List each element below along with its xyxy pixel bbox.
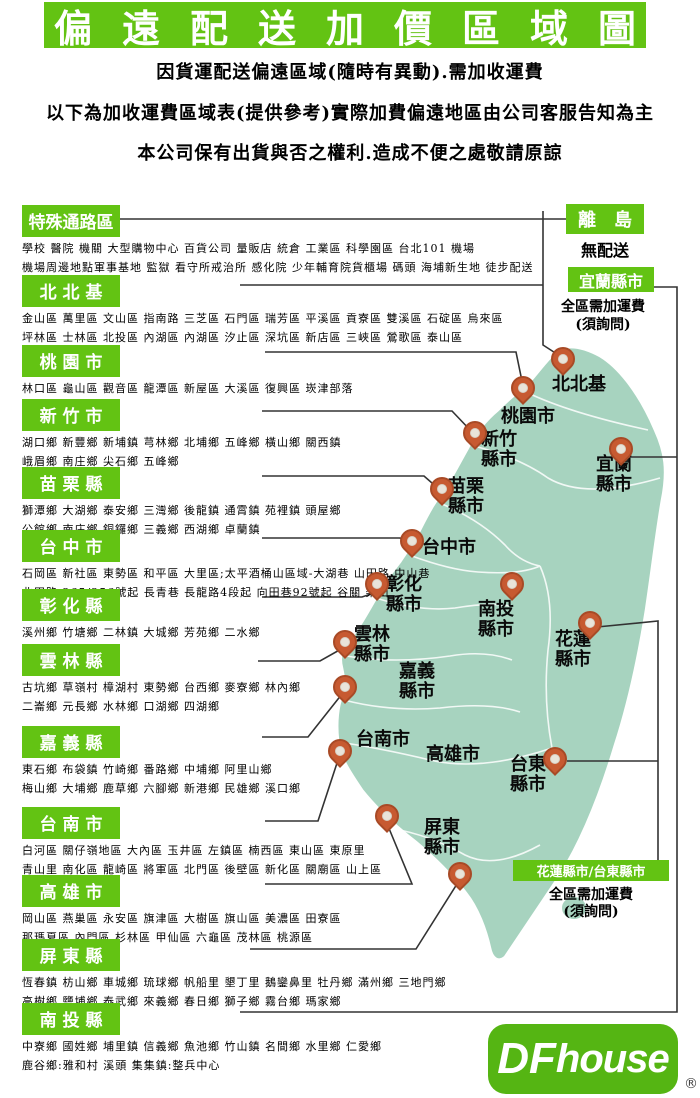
region-list-line: 石岡區 新社區 東勢區 和平區 大里區;太平酒桶山區域-大湖巷 山田路 中山巷 — [22, 567, 431, 580]
region-list-line: 二崙鄉 元長鄉 水林鄉 口湖鄉 四湖鄉 — [22, 700, 220, 713]
region-section: 屏 東 縣 恆春鎮 枋山鄉 車城鄉 琉球鄉 帆船里 墾丁里 鵝鑾鼻里 牡丹鄉 滿… — [22, 939, 682, 1011]
region-list-line: 林口區 龜山區 觀音區 龍潭區 新屋區 大溪區 復興區 崁津部落 — [22, 382, 354, 395]
map-label: 新竹 縣市 — [481, 429, 517, 470]
region-section: 彰 化 縣 溪州鄉 竹塘鄉 二林鎮 大城鄉 芳苑鄉 二水鄉 — [22, 589, 682, 642]
subtitle-line-1: 因貨運配送偏遠區域(隨時有異動).需加收運費 — [156, 62, 544, 83]
registered-trademark-symbol: ® — [684, 1076, 698, 1092]
map-label: 台中市 — [422, 537, 476, 558]
islands-note-header: 離 島 — [566, 204, 644, 234]
region-section-lines: 學校 醫院 機關 大型購物中心 百貨公司 量販店 統倉 工業區 科學園區 台北1… — [22, 239, 682, 277]
region-list-line: 金山區 萬里區 文山區 指南路 三芝區 石門區 瑞芳區 平溪區 貢寮區 雙溪區 … — [22, 312, 504, 325]
yilan-note-text-1: 全區需加運費 — [561, 299, 645, 315]
islands-note-text: 無配送 — [580, 241, 629, 260]
title-banner: 偏遠配送加價區域圖 — [44, 2, 646, 51]
region-list-line: 溪州鄉 竹塘鄉 二林鎮 大城鄉 芳苑鄉 二水鄉 — [22, 626, 261, 639]
region-section-header: 嘉 義 縣 — [22, 726, 120, 758]
region-list-line: 青山里 南化區 龍崎區 將軍區 北門區 後壁區 新化區 關廟區 山上區 — [22, 863, 382, 876]
yilan-note-header: 宜蘭縣市 — [568, 267, 654, 292]
region-section: 新 竹 市 湖口鄉 新豐鄉 新埔鎮 芎林鄉 北埔鄉 五峰鄉 橫山鄉 關西鎮 峨眉鄉… — [22, 399, 682, 471]
map-label: 高雄市 — [426, 744, 480, 765]
region-list-line: 中寮鄉 國姓鄉 埔里鎮 信義鄉 魚池鄉 竹山鎮 名間鄉 水里鄉 仁愛鄉 — [22, 1040, 382, 1053]
east-note-text-2: (須詢問) — [563, 904, 619, 920]
map-label: 花蓮 縣市 — [555, 629, 591, 670]
logo-text-house: house — [555, 1036, 670, 1081]
east-note-header: 花蓮縣市/台東縣市 — [513, 860, 669, 881]
region-list-line: 岡山區 燕巢區 永安區 旗津區 大樹區 旗山區 美濃區 田寮區 — [22, 912, 342, 925]
map-label: 屏東 縣市 — [424, 817, 460, 858]
region-list-line: 坪林區 士林區 北投區 內湖區 內湖區 汐止區 深坑區 新店區 三峽區 鶯歌區 … — [22, 331, 463, 344]
region-section: 南 投 縣 中寮鄉 國姓鄉 埔里鎮 信義鄉 魚池鄉 竹山鎮 名間鄉 水里鄉 仁愛… — [22, 1003, 682, 1075]
region-section-lines: 湖口鄉 新豐鄉 新埔鎮 芎林鄉 北埔鄉 五峰鄉 橫山鄉 關西鎮 峨眉鄉 南庄鄉 尖… — [22, 433, 682, 471]
region-section: 雲 林 縣 古坑鄉 草嶺村 樟湖村 東勢鄉 台西鄉 麥寮鄉 林內鄉 二崙鄉 元長鄉… — [22, 644, 682, 716]
region-list-line: 恆春鎮 枋山鄉 車城鄉 琉球鄉 帆船里 墾丁里 鵝鑾鼻里 牡丹鄉 滿州鄉 三地門… — [22, 976, 447, 989]
map-label: 桃園市 — [501, 406, 555, 427]
region-list-line: 峨眉鄉 南庄鄉 尖石鄉 五峰鄉 — [22, 455, 180, 468]
region-section-header: 雲 林 縣 — [22, 644, 120, 676]
region-section: 嘉 義 縣 東石鄉 布袋鎮 竹崎鄉 番路鄉 中埔鄉 阿里山鄉梅山鄉 大埔鄉 鹿草… — [22, 726, 682, 798]
logo-text-df: DF — [497, 1034, 556, 1083]
subtitle-line-3: 本公司保有出貨與否之權利.造成不便之處敬請原諒 — [137, 143, 563, 164]
region-section-header: 桃 園 市 — [22, 345, 120, 377]
map-label: 雲林 縣市 — [354, 624, 390, 665]
region-section-lines: 白河區 關仔嶺地區 大內區 玉井區 左鎮區 楠西區 東山區 東原里青山里 南化區… — [22, 841, 682, 879]
page-title: 偏遠配送加價區域圖 — [54, 5, 667, 51]
region-list-line: 東石鄉 布袋鎮 竹崎鄉 番路鄉 中埔鄉 阿里山鄉 — [22, 763, 273, 776]
region-section-header: 彰 化 縣 — [22, 589, 120, 621]
dfhouse-logo: DF house — [488, 1024, 678, 1094]
region-section-lines: 古坑鄉 草嶺村 樟湖村 東勢鄉 台西鄉 麥寮鄉 林內鄉 二崙鄉 元長鄉 水林鄉 口… — [22, 678, 682, 716]
subtitle-line-2: 以下為加收運費區域表(提供參考)實際加費偏遠地區由公司客服告知為主 — [45, 103, 655, 124]
region-section-header: 台 南 市 — [22, 807, 120, 839]
region-list-line: 獅潭鄉 大湖鄉 泰安鄉 三灣鄉 後龍鎮 通霄鎮 苑裡鎮 頭屋鄉 — [22, 504, 342, 517]
region-section-lines: 金山區 萬里區 文山區 指南路 三芝區 石門區 瑞芳區 平溪區 貢寮區 雙溪區 … — [22, 309, 682, 347]
region-section: 特殊通路區 學校 醫院 機關 大型購物中心 百貨公司 量販店 統倉 工業區 科學… — [22, 205, 682, 277]
region-list-line: 鹿谷鄉:雅和村 溪頭 集集鎮:整兵中心 — [22, 1059, 221, 1072]
region-section-header: 新 竹 市 — [22, 399, 120, 431]
region-section-header: 高 雄 市 — [22, 875, 120, 907]
region-section: 北 北 基 金山區 萬里區 文山區 指南路 三芝區 石門區 瑞芳區 平溪區 貢寮… — [22, 275, 682, 347]
map-label: 台東 縣市 — [510, 754, 546, 795]
region-section-lines: 溪州鄉 竹塘鄉 二林鎮 大城鄉 芳苑鄉 二水鄉 — [22, 623, 682, 642]
map-label: 苗栗 縣市 — [448, 476, 484, 517]
map-label: 宜蘭 縣市 — [596, 454, 632, 495]
region-section-lines: 東石鄉 布袋鎮 竹崎鄉 番路鄉 中埔鄉 阿里山鄉梅山鄉 大埔鄉 鹿草鄉 六腳鄉 … — [22, 760, 682, 798]
region-section-header: 台 中 市 — [22, 530, 120, 562]
map-label: 彰化 縣市 — [386, 574, 422, 615]
region-list-line: 白河區 關仔嶺地區 大內區 玉井區 左鎮區 楠西區 東山區 東原里 — [22, 844, 366, 857]
region-section-header: 屏 東 縣 — [22, 939, 120, 971]
region-list-line: 梅山鄉 大埔鄉 鹿草鄉 六腳鄉 新港鄉 民雄鄉 溪口鄉 — [22, 782, 301, 795]
map-label: 南投 縣市 — [478, 599, 514, 640]
yilan-note-text-2: (須詢問) — [575, 317, 631, 333]
region-section-header: 苗 栗 縣 — [22, 467, 120, 499]
map-label: 嘉義 縣市 — [399, 661, 435, 702]
region-section-lines: 中寮鄉 國姓鄉 埔里鎮 信義鄉 魚池鄉 竹山鎮 名間鄉 水里鄉 仁愛鄉 鹿谷鄉:雅… — [22, 1037, 682, 1075]
map-label: 台南市 — [356, 729, 410, 750]
region-section: 桃 園 市 林口區 龜山區 觀音區 龍潭區 新屋區 大溪區 復興區 崁津部落 — [22, 345, 682, 398]
region-section: 台 南 市 白河區 關仔嶺地區 大內區 玉井區 左鎮區 楠西區 東山區 東原里青… — [22, 807, 682, 879]
region-list-line: 湖口鄉 新豐鄉 新埔鎮 芎林鄉 北埔鄉 五峰鄉 橫山鄉 關西鎮 — [22, 436, 342, 449]
region-section-header: 特殊通路區 — [22, 205, 120, 237]
region-section: 台 中 市 石岡區 新社區 東勢區 和平區 大里區;太平酒桶山區域-大湖巷 山田… — [22, 530, 682, 602]
offshore-island-shape — [560, 895, 588, 921]
region-list-line: 學校 醫院 機關 大型購物中心 百貨公司 量販店 統倉 工業區 科學園區 台北1… — [22, 242, 475, 255]
region-list-line: 古坑鄉 草嶺村 樟湖村 東勢鄉 台西鄉 麥寮鄉 林內鄉 — [22, 681, 301, 694]
region-section-header: 北 北 基 — [22, 275, 120, 307]
map-label: 北北基 — [552, 374, 606, 395]
region-list-line: 機場周邊地點軍事基地 監獄 看守所戒治所 感化院 少年輔育院貨櫃場 碼頭 海埔新… — [22, 261, 534, 274]
east-note-text-1: 全區需加運費 — [549, 887, 633, 903]
region-section-lines: 林口區 龜山區 觀音區 龍潭區 新屋區 大溪區 復興區 崁津部落 — [22, 379, 682, 398]
region-section-header: 南 投 縣 — [22, 1003, 120, 1035]
region-section: 苗 栗 縣 獅潭鄉 大湖鄉 泰安鄉 三灣鄉 後龍鎮 通霄鎮 苑裡鎮 頭屋鄉 公館鄉… — [22, 467, 682, 539]
